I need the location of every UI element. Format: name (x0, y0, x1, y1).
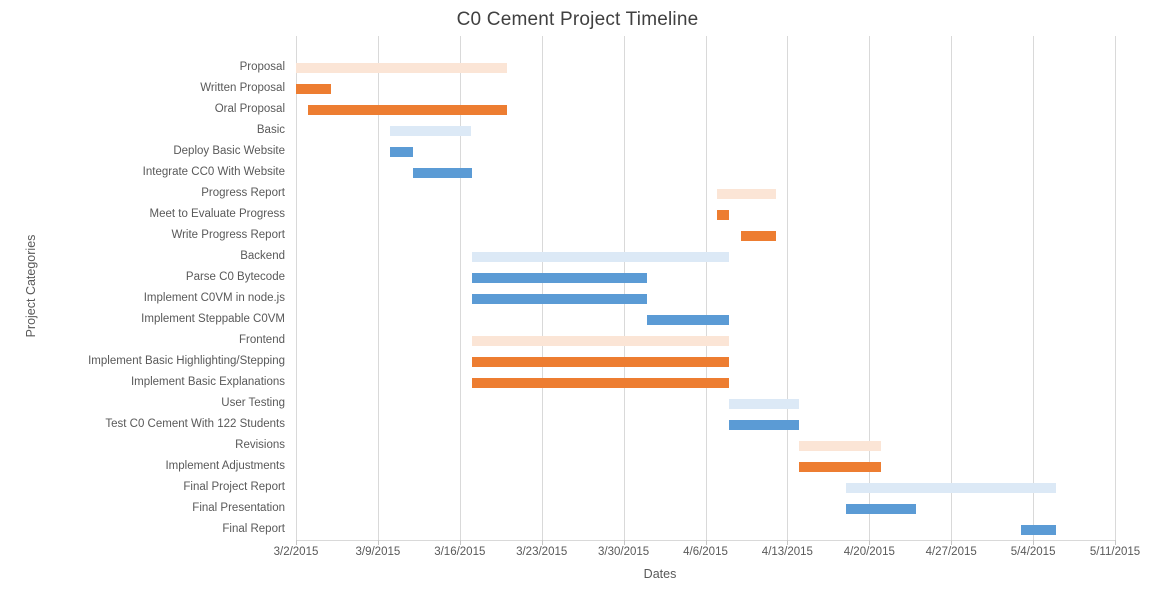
category-label: Deploy Basic Website (173, 145, 285, 157)
x-tick-mark (459, 540, 461, 545)
x-tick-label: 4/27/2015 (925, 546, 977, 558)
x-tick-mark (869, 540, 871, 545)
gantt-bar (471, 251, 729, 262)
gantt-bar (717, 209, 729, 220)
category-label: Integrate CC0 With Website (142, 166, 285, 178)
x-tick-mark (1033, 540, 1035, 545)
x-tick-mark (296, 540, 297, 545)
category-label: Progress Report (201, 187, 285, 199)
category-label: Implement Steppable C0VM (141, 313, 285, 325)
gridline (1033, 36, 1035, 540)
gridline (296, 36, 297, 540)
category-label: Final Report (222, 523, 285, 535)
gridline (1115, 36, 1116, 540)
category-label: Oral Proposal (214, 103, 285, 115)
x-axis-title: Dates (643, 567, 677, 581)
x-tick-label: 3/9/2015 (355, 546, 401, 558)
x-axis-tick-labels: 3/2/2015 3/9/2015 3/16/2015 3/23/2015 3/30/2… (0, 546, 1155, 562)
gantt-bar (471, 356, 729, 367)
chart-title: C0 Cement Project Timeline (456, 9, 699, 30)
gantt-bar (296, 83, 332, 94)
x-tick-mark (377, 540, 379, 545)
gantt-bar (471, 377, 729, 388)
gridline (623, 36, 625, 540)
gantt-bar (296, 62, 507, 73)
gridline (951, 36, 953, 540)
gantt-bar (389, 146, 413, 157)
gridline (541, 36, 543, 540)
x-tick-mark (541, 540, 543, 545)
gantt-bar (717, 188, 776, 199)
category-label: Final Project Report (183, 481, 285, 493)
gantt-bar (413, 167, 472, 178)
plot-area (296, 36, 1116, 540)
category-label: Test C0 Cement With 122 Students (105, 418, 285, 430)
gantt-bar (728, 419, 800, 430)
category-label: Backend (240, 250, 285, 262)
x-tick-mark (705, 540, 707, 545)
category-label: Write Progress Report (171, 229, 285, 241)
gantt-bar (845, 482, 1057, 493)
gridline (459, 36, 461, 540)
x-tick-label: 5/11/2015 (1089, 546, 1141, 558)
gridline (377, 36, 379, 540)
gantt-bar (307, 104, 507, 115)
category-label: Meet to Evaluate Progress (149, 208, 285, 220)
gantt-bar (1021, 524, 1057, 535)
gantt-bar (471, 272, 647, 283)
x-tick-label: 4/20/2015 (843, 546, 895, 558)
category-label: Final Presentation (192, 502, 285, 514)
category-label: Written Proposal (200, 82, 285, 94)
gantt-bar (471, 335, 729, 346)
category-label: Frontend (238, 334, 285, 346)
category-axis-labels: Proposal Written Proposal Oral Proposal Bas… (0, 36, 285, 540)
gantt-bar (799, 440, 881, 451)
category-label: Implement Basic Explanations (130, 376, 285, 388)
gridline (705, 36, 707, 540)
category-label: Implement C0VM in node.js (143, 292, 285, 304)
gantt-bar (740, 230, 776, 241)
gantt-bar (799, 461, 881, 472)
x-tick-label: 3/2/2015 (273, 546, 319, 558)
category-label: Implement Adjustments (165, 460, 285, 472)
x-tick-label: 3/30/2015 (598, 546, 650, 558)
gridline (869, 36, 871, 540)
x-tick-mark (1115, 540, 1116, 545)
x-tick-mark (623, 540, 625, 545)
gridline (787, 36, 789, 540)
category-label: User Testing (221, 397, 285, 409)
x-tick-label: 5/4/2015 (1010, 546, 1056, 558)
gantt-bar (389, 125, 472, 136)
gantt-bar (647, 314, 729, 325)
category-label: Implement Basic Highlighting/Stepping (88, 355, 285, 367)
category-label: Revisions (235, 439, 285, 451)
category-label: Basic (256, 124, 285, 136)
gantt-bar (471, 293, 647, 304)
x-tick-label: 4/13/2015 (761, 546, 813, 558)
gantt-bar (845, 503, 917, 514)
x-tick-label: 3/16/2015 (434, 546, 486, 558)
category-label: Parse C0 Bytecode (185, 271, 285, 283)
gantt-bar (728, 398, 800, 409)
x-tick-label: 3/23/2015 (516, 546, 568, 558)
x-tick-mark (951, 540, 953, 545)
x-tick-mark (787, 540, 789, 545)
category-label: Proposal (239, 61, 285, 73)
x-tick-label: 4/6/2015 (683, 546, 728, 558)
